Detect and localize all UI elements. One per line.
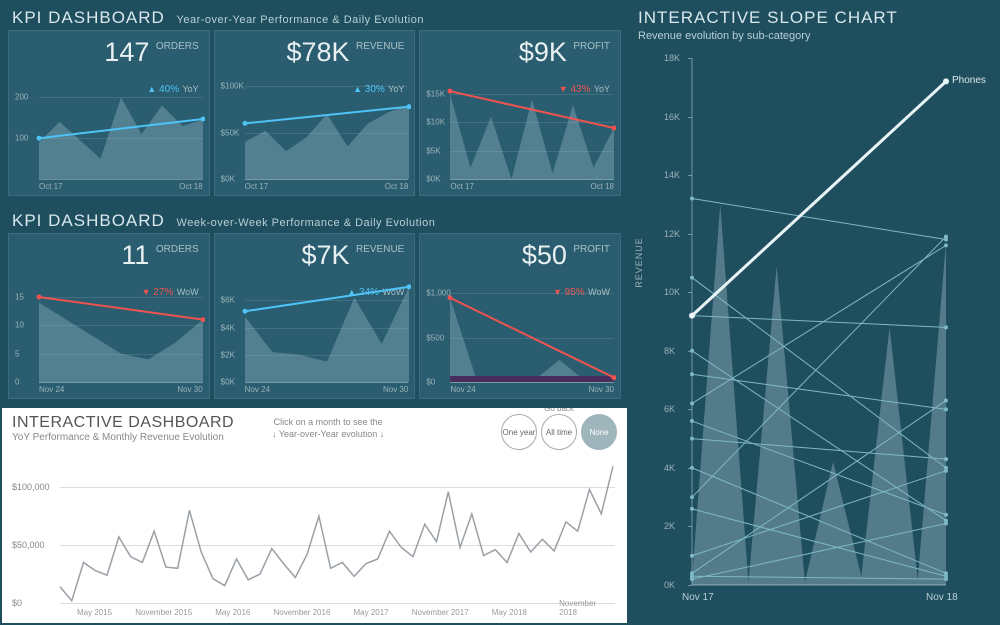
kpi-sparkline: 051015Nov 24Nov 30 [13, 278, 205, 394]
slope-callout: Phones [952, 75, 986, 86]
kpi-value: $78K [286, 37, 349, 67]
kpi-label: ORDERS [156, 244, 199, 255]
kpi-value: 147 [104, 37, 149, 67]
kpi-sparkline: $0K$50K$100KOct 17Oct 18 [219, 75, 411, 191]
kpi-value: $9K [519, 37, 567, 67]
yoy-panel: KPI DASHBOARD Year-over-Year Performance… [2, 2, 627, 202]
kpi-card[interactable]: 11 ORDERS▼ 27% WoW051015Nov 24Nov 30 [8, 233, 210, 399]
kpi-label: REVENUE [356, 244, 404, 255]
kpi-label: ORDERS [156, 41, 199, 52]
slope-subtitle: Revenue evolution by sub-category [638, 30, 992, 42]
slope-chart[interactable]: 0K2K4K6K8K10K12K14K16K18KNov 17Nov 18Pho… [666, 54, 992, 603]
timewindow-button[interactable]: None [581, 414, 617, 450]
wow-title: KPI DASHBOARD Week-over-Week Performance… [2, 205, 627, 233]
idash-hint: Click on a month to see the ↓ Year-over-… [272, 416, 384, 440]
wow-panel: KPI DASHBOARD Week-over-Week Performance… [2, 205, 627, 405]
kpi-card[interactable]: 147 ORDERS▲ 40% YoY100200Oct 17Oct 18 [8, 30, 210, 196]
idash-panel: INTERACTIVE DASHBOARD YoY Performance & … [2, 408, 627, 623]
kpi-sparkline: $0$500$1,000Nov 24Nov 30 [424, 278, 616, 394]
idash-title: INTERACTIVE DASHBOARD [12, 414, 234, 432]
kpi-sparkline: 100200Oct 17Oct 18 [13, 75, 205, 191]
kpi-label: PROFIT [573, 244, 610, 255]
idash-subtitle: YoY Performance & Monthly Revenue Evolut… [12, 432, 234, 443]
timewindow-button[interactable]: One year [501, 414, 537, 450]
kpi-value: $7K [301, 240, 349, 270]
slope-panel: INTERACTIVE SLOPE CHART Revenue evolutio… [630, 2, 1000, 623]
kpi-card[interactable]: $7K REVENUE▲ 34% WoW$0K$2K$4K$6KNov 24No… [214, 233, 416, 399]
kpi-card[interactable]: $50 PROFIT▼ 95% WoW$0$500$1,000Nov 24Nov… [419, 233, 621, 399]
timewindow-button[interactable]: All time [541, 414, 577, 450]
kpi-sparkline: $0K$2K$4K$6KNov 24Nov 30 [219, 278, 411, 394]
kpi-label: REVENUE [356, 41, 404, 52]
kpi-value: 11 [121, 240, 149, 270]
slope-ylabel: REVENUE [634, 237, 644, 288]
idash-buttons: Go back One yearAll timeNone [501, 414, 617, 450]
kpi-sparkline: $0K$5K$10K$15KOct 17Oct 18 [424, 75, 616, 191]
kpi-card[interactable]: $78K REVENUE▲ 30% YoY$0K$50K$100KOct 17O… [214, 30, 416, 196]
kpi-card[interactable]: $9K PROFIT▼ 43% YoY$0K$5K$10K$15KOct 17O… [419, 30, 621, 196]
kpi-label: PROFIT [573, 41, 610, 52]
idash-chart[interactable]: $0$50,000$100,000May 2015November 2015Ma… [12, 460, 617, 617]
goback-label: Go back [539, 408, 579, 413]
slope-title: INTERACTIVE SLOPE CHART [638, 8, 992, 28]
yoy-title: KPI DASHBOARD Year-over-Year Performance… [2, 2, 627, 30]
kpi-value: $50 [522, 240, 567, 270]
